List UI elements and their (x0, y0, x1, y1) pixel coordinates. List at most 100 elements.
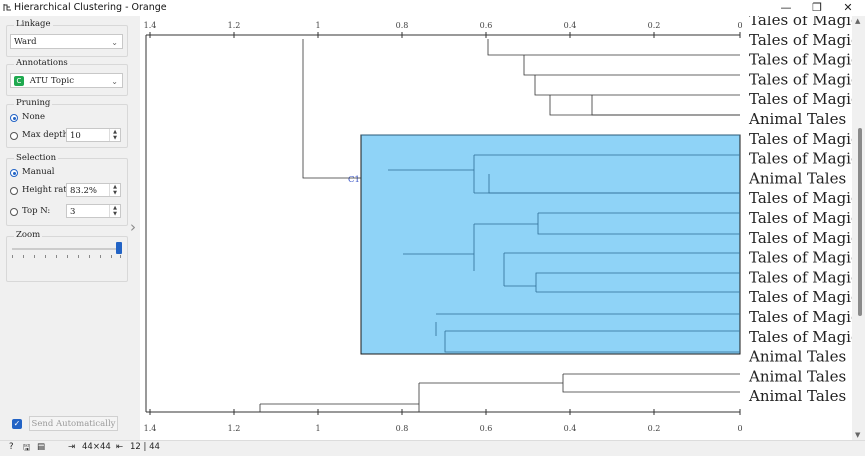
close-button[interactable]: ✕ (843, 1, 853, 14)
control-area: Linkage Ward ⌄ Annotations C ATU Topic ⌄… (0, 16, 129, 440)
linkage-title: Linkage (14, 19, 53, 29)
leaf-label: Animal Tales (748, 169, 846, 187)
spin-arrows-icon[interactable]: ▲ ▼ (109, 184, 120, 196)
scrollbar-thumb[interactable] (858, 128, 862, 316)
axis-tick-label: 1 (315, 21, 320, 30)
leaf-label: Animal Tales (748, 387, 846, 405)
report-icon[interactable]: ▤ (37, 442, 46, 452)
axis-tick-label: 1 (315, 424, 320, 433)
selection-manual-label: Manual (22, 167, 55, 177)
send-automatically-checkbox[interactable]: ✓ (12, 419, 22, 429)
categorical-icon: C (14, 75, 24, 86)
axis-tick-label: 1.4 (144, 21, 157, 30)
leaf-label: Tales of Magic (749, 249, 852, 267)
leaf-label: Tales of Magic (749, 16, 852, 29)
annotations-title: Annotations (14, 58, 70, 68)
height-ratio-value: 83.2% (70, 186, 98, 196)
chevron-right-icon[interactable]: › (130, 218, 136, 236)
leaf-label: Tales of Magic (749, 90, 852, 108)
topn-value: 3 (70, 207, 76, 217)
window-title: Hierarchical Clustering - Orange (14, 2, 167, 13)
title-bar: Hierarchical Clustering - Orange — ❐ ✕ (0, 0, 865, 16)
axis-tick-label: 0.6 (480, 21, 493, 30)
selected-cluster-area[interactable] (360, 134, 741, 355)
axis-tick-label: 0.4 (564, 424, 577, 433)
leaf-label: Tales of Magic (749, 51, 852, 69)
leaf-label: Tales of Magic (749, 229, 852, 247)
dendrogram-svg[interactable]: 1.4 1.2 1 0.8 0.6 0.4 0.2 0 1.4 1.2 1 0.8 0.6 0.4 0.2… (140, 11, 860, 440)
send-automatically-button[interactable]: Send Automatically (29, 416, 118, 431)
chevron-down-icon: ⌄ (111, 38, 118, 47)
selection-manual-radio[interactable] (10, 169, 18, 177)
topn-spinbox[interactable]: 3 ▲ ▼ (66, 204, 121, 218)
annotations-combo[interactable]: C ATU Topic ⌄ (10, 73, 123, 88)
axis-tick-label: 0.2 (648, 424, 661, 433)
scroll-up-icon[interactable]: ▲ (855, 17, 861, 25)
leaf-label: Tales of Magic (749, 150, 852, 168)
linkage-combo[interactable]: Ward ⌄ (10, 34, 123, 49)
leaf-label: Animal Tales (748, 110, 846, 128)
maxdepth-spinbox[interactable]: 10 ▲ ▼ (66, 128, 121, 142)
pruning-none-radio[interactable] (10, 114, 18, 122)
axis-tick-label: 0 (737, 424, 742, 433)
axis-tick-label: 0.2 (648, 21, 661, 30)
axis-tick-label: 0.6 (480, 424, 493, 433)
leaf-label: Tales of Magic (749, 328, 852, 346)
dendrogram-view[interactable]: 1.4 1.2 1 0.8 0.6 0.4 0.2 0 1.4 1.2 1 0.8 0.6 0.4 0.2… (140, 11, 860, 440)
leaf-label: Tales of Magic (749, 209, 852, 227)
top-axis-ticks: 1.4 1.2 1 0.8 0.6 0.4 0.2 0 (144, 21, 743, 38)
axis-tick-label: 0 (737, 21, 742, 30)
pruning-maxdepth-radio[interactable] (10, 132, 18, 140)
zoom-slider-handle[interactable] (116, 242, 122, 254)
zoom-slider-ticks (12, 255, 122, 259)
axis-tick-label: 0.8 (396, 424, 409, 433)
pruning-title: Pruning (14, 98, 53, 108)
selection-box (6, 158, 128, 226)
leaf-label: Tales of Magic (749, 189, 852, 207)
leaf-label: Animal Tales (748, 348, 846, 366)
scroll-down-icon[interactable]: ▼ (855, 431, 861, 439)
axis-tick-label: 1.2 (228, 424, 241, 433)
axis-tick-label: 0.4 (564, 21, 577, 30)
pruning-none-label: None (22, 112, 46, 122)
selection-title: Selection (14, 153, 59, 163)
axis-tick-label: 0.8 (396, 21, 409, 30)
help-icon[interactable]: ? (9, 442, 14, 452)
zoom-box (6, 236, 128, 282)
leaf-label: Tales of Magic (749, 268, 852, 286)
pruning-box (6, 104, 128, 148)
height-ratio-spinbox[interactable]: 83.2% ▲ ▼ (66, 183, 121, 197)
selection-topn-label: Top N: (22, 206, 51, 216)
annotations-value: ATU Topic (29, 76, 74, 86)
dendrogram-links-bottom (259, 373, 740, 412)
dendrogram-links-top (302, 39, 740, 179)
zoom-slider-track[interactable] (12, 248, 120, 250)
leaf-label: Tales of Magic (749, 308, 852, 326)
selection-topn-radio[interactable] (10, 208, 18, 216)
spin-arrows-icon[interactable]: ▲ ▼ (109, 205, 120, 217)
maxdepth-value: 10 (70, 131, 81, 141)
app-icon (3, 4, 11, 11)
input-icon: ⇥ (68, 442, 76, 452)
axis-tick-label: 1.4 (144, 424, 157, 433)
linkage-box (6, 25, 128, 57)
vertical-scrollbar[interactable]: ▲ ▼ (852, 16, 865, 440)
axis-tick-label: 1.2 (228, 21, 241, 30)
leaf-label: Tales of Magic (749, 70, 852, 88)
dendrogram-links-selected (361, 134, 740, 353)
pruning-maxdepth-label: Max depth: (22, 130, 71, 140)
output-icon: ⇤ (116, 442, 124, 452)
spin-arrows-icon[interactable]: ▲ ▼ (109, 129, 120, 141)
save-icon[interactable]: 🖫 (23, 443, 31, 453)
status-bar: ? 🖫 ▤ ⇥ 44×44 ⇤ 12 | 44 (0, 440, 865, 456)
minimize-button[interactable]: — (780, 1, 792, 14)
leaf-label: Tales of Magic (749, 130, 852, 148)
maximize-button[interactable]: ❐ (812, 1, 822, 14)
chevron-down-icon: ⌄ (111, 77, 118, 86)
input-summary: 44×44 (82, 442, 111, 452)
zoom-title: Zoom (14, 230, 43, 240)
selection-height-radio[interactable] (10, 187, 18, 195)
bottom-axis-ticks: 1.4 1.2 1 0.8 0.6 0.4 0.2 0 (144, 409, 743, 433)
selection-height-label: Height ratio: (22, 185, 78, 195)
